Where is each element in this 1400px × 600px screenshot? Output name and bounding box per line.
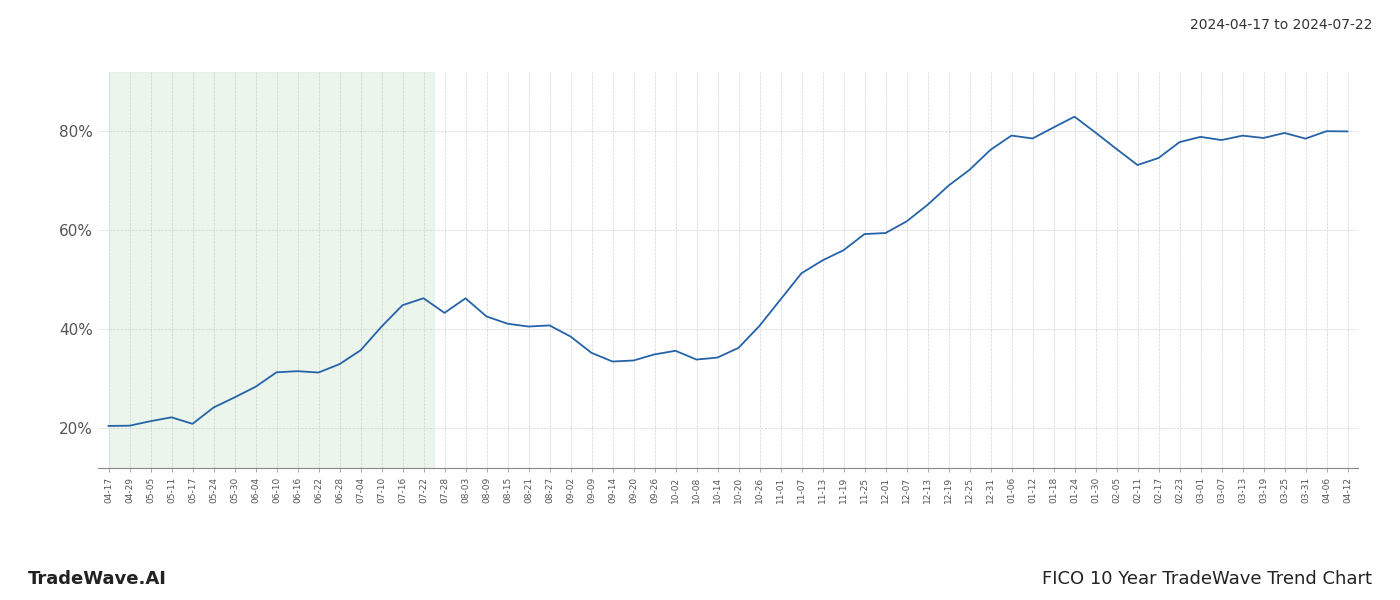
Text: TradeWave.AI: TradeWave.AI [28, 570, 167, 588]
Text: 2024-04-17 to 2024-07-22: 2024-04-17 to 2024-07-22 [1190, 18, 1372, 32]
Bar [109, 72, 434, 468]
Text: FICO 10 Year TradeWave Trend Chart: FICO 10 Year TradeWave Trend Chart [1042, 570, 1372, 588]
